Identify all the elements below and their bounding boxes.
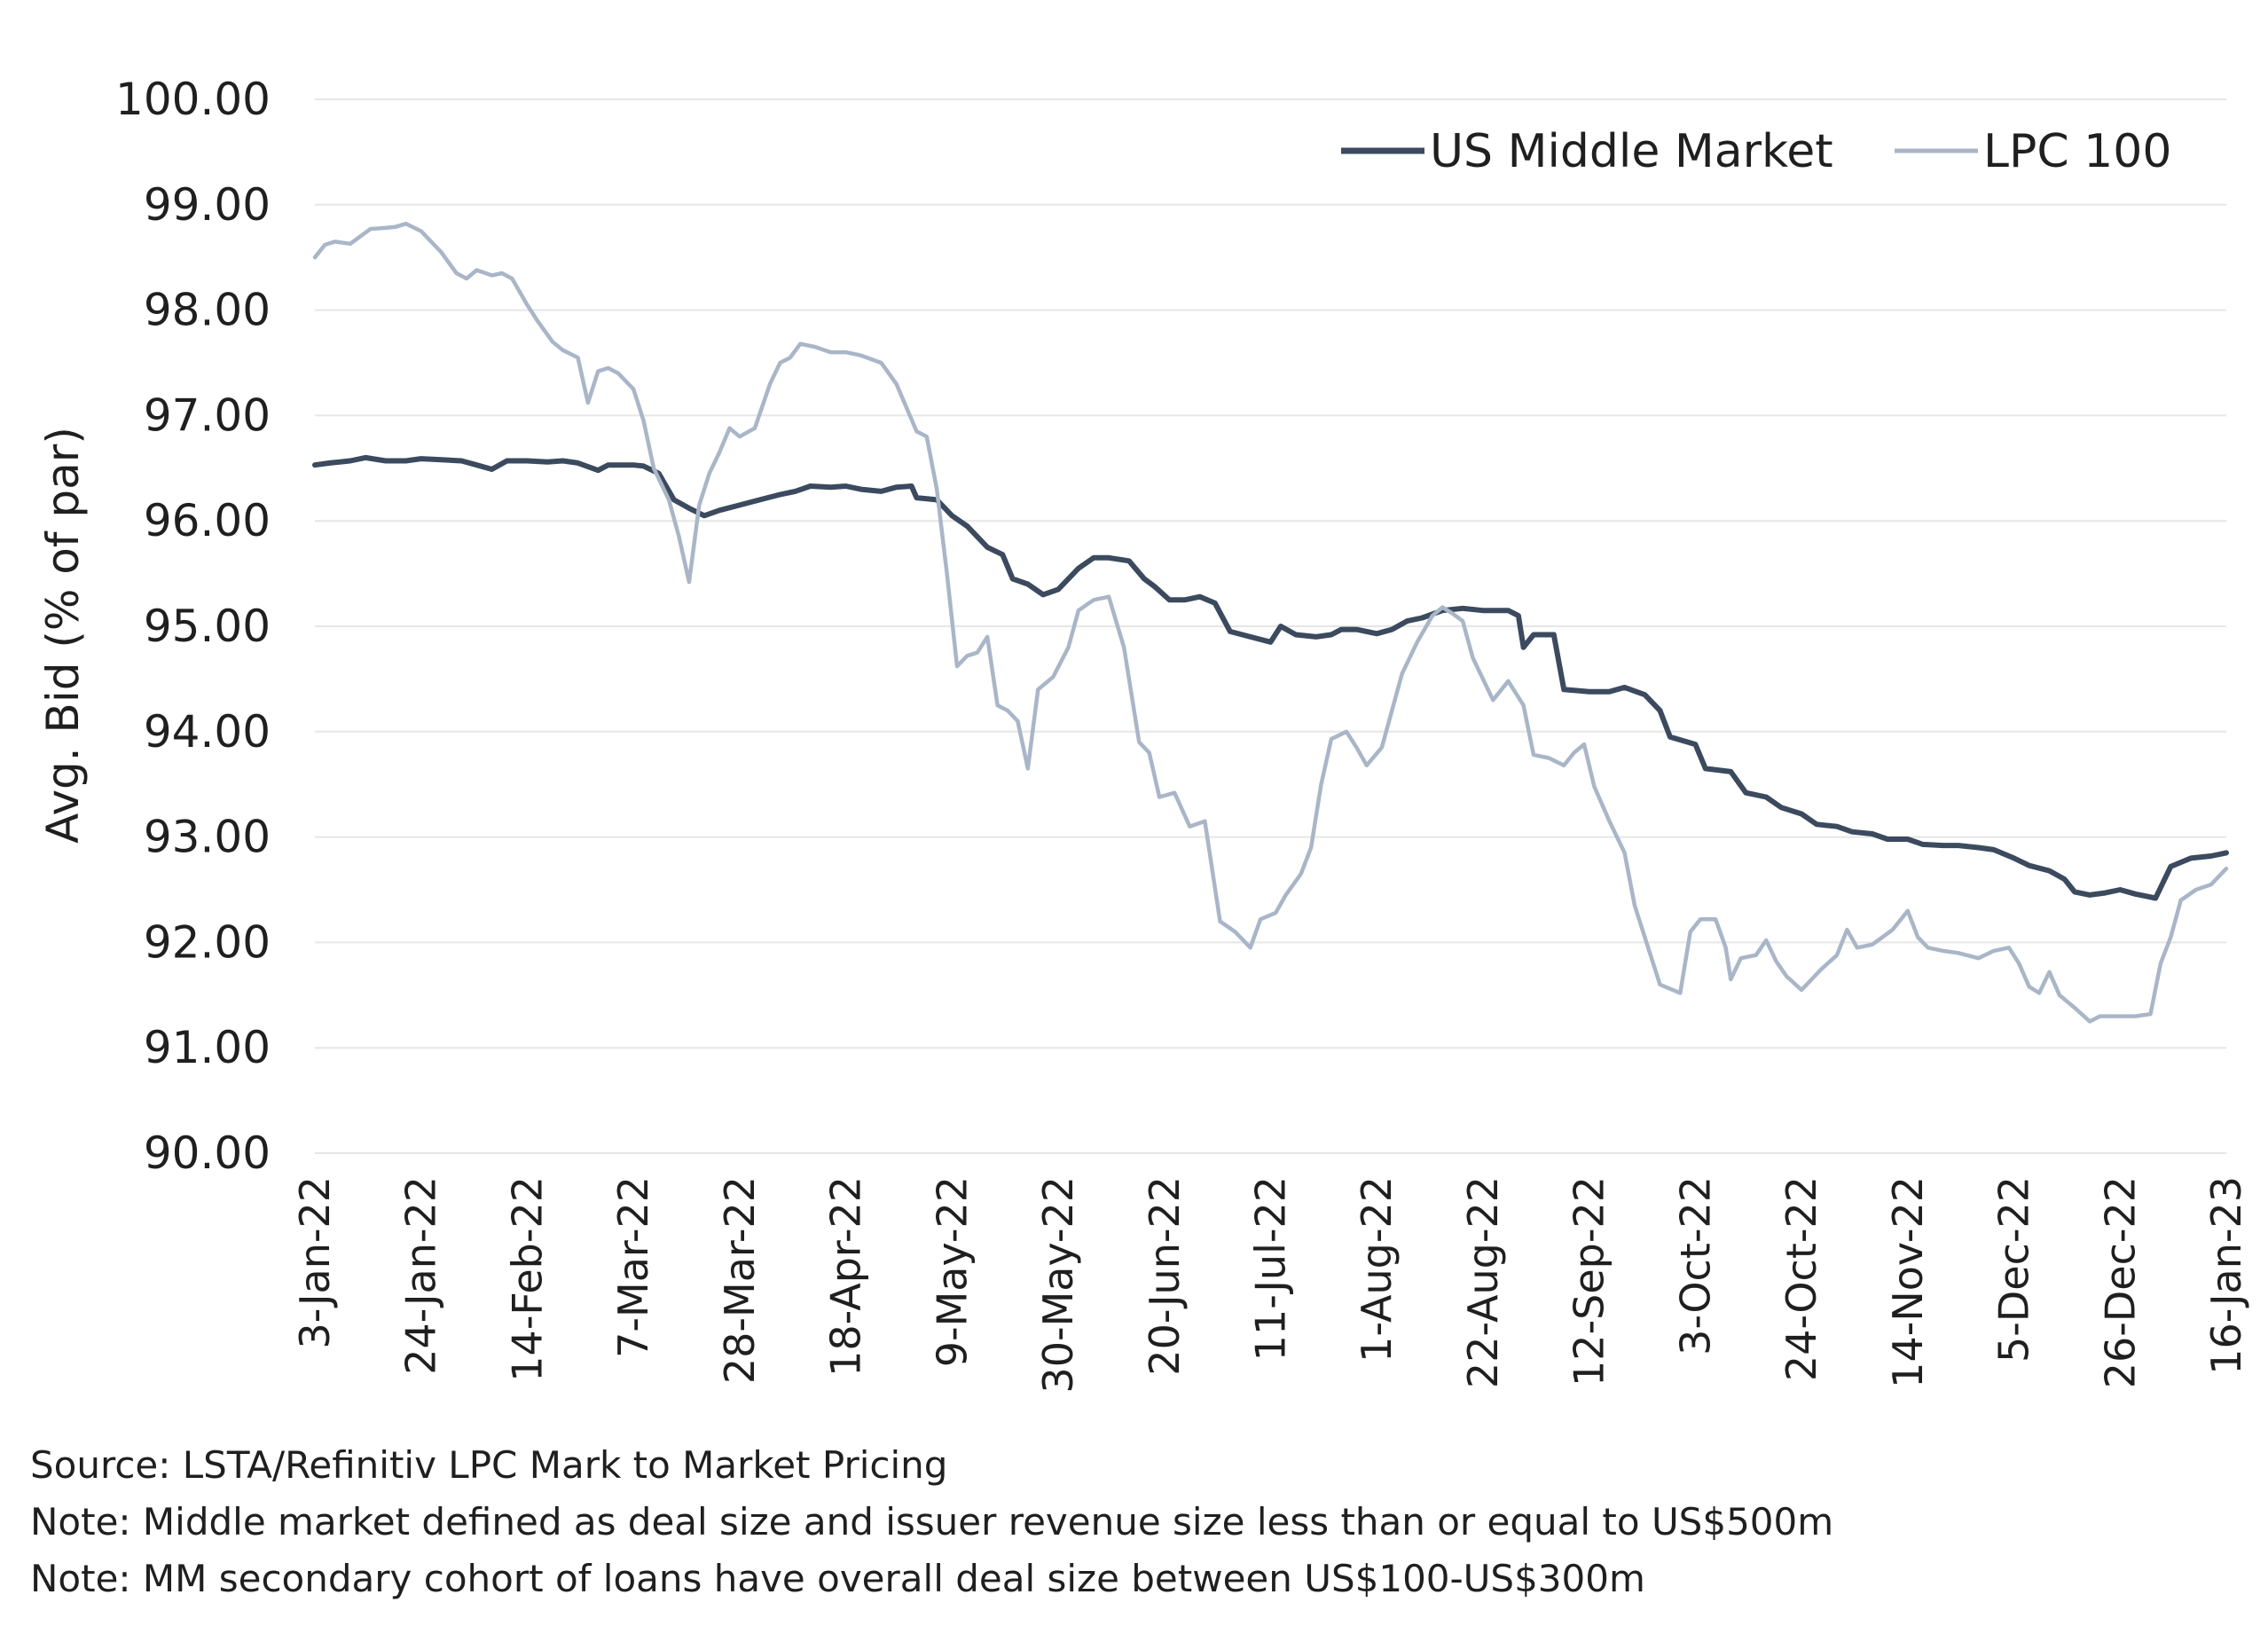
series-lines <box>312 221 2229 1024</box>
source-note: Source: LSTA/Refinitiv LPC Mark to Marke… <box>30 1443 948 1487</box>
definition-note: Note: Middle market defined as deal size… <box>30 1500 1834 1544</box>
series-line-us-middle-market <box>312 454 2229 901</box>
y-tick-label: 100.00 <box>115 74 271 125</box>
x-tick-label: 16-Jan-23 <box>2202 1176 2250 1375</box>
legend-label-us-middle-market: US Middle Market <box>1430 125 1833 178</box>
chart-notes: Source: LSTA/Refinitiv LPC Mark to Marke… <box>30 1437 2230 1607</box>
legend: US Middle Market LPC 100 <box>1341 125 2171 178</box>
y-tick-label: 91.00 <box>144 1022 271 1073</box>
x-tick-label: 18-Apr-22 <box>822 1176 870 1377</box>
y-axis-title: Avg. Bid (% of par) <box>37 427 89 844</box>
x-tick-label: 14-Feb-22 <box>503 1176 551 1382</box>
x-tick-label: 28-Mar-22 <box>716 1176 764 1384</box>
x-tick-label: 5-Dec-22 <box>1990 1176 2038 1363</box>
x-tick-label: 30-May-22 <box>1034 1176 1082 1394</box>
y-axis-tick-labels: 100.00 99.00 98.00 97.00 96.00 95.00 94.00 93.0… <box>115 74 271 1179</box>
y-tick-label: 98.00 <box>144 285 271 336</box>
gridlines <box>315 98 2226 1154</box>
y-tick-label: 90.00 <box>144 1127 271 1179</box>
x-tick-label: 3-Oct-22 <box>1671 1176 1719 1355</box>
x-tick-label: 11-Jul-22 <box>1247 1176 1295 1361</box>
x-tick-label: 14-Nov-22 <box>1884 1176 1932 1388</box>
y-tick-label: 99.00 <box>144 179 271 231</box>
x-tick-label: 24-Oct-22 <box>1778 1176 1825 1381</box>
x-tick-label: 1-Aug-22 <box>1353 1176 1401 1363</box>
y-tick-label: 97.00 <box>144 389 271 441</box>
x-tick-label: 3-Jan-22 <box>291 1176 339 1348</box>
cohort-note: Note: MM secondary cohort of loans have … <box>30 1557 1645 1600</box>
legend-label-lpc-100: LPC 100 <box>1983 125 2171 178</box>
x-tick-label: 7-Mar-22 <box>609 1176 657 1358</box>
y-tick-label: 95.00 <box>144 601 271 652</box>
y-tick-label: 93.00 <box>144 812 271 863</box>
series-line-lpc-100 <box>312 221 2229 1024</box>
y-tick-label: 92.00 <box>144 916 271 968</box>
x-tick-label: 26-Dec-22 <box>2096 1176 2144 1388</box>
x-tick-label: 9-May-22 <box>928 1176 976 1367</box>
y-tick-label: 96.00 <box>144 495 271 546</box>
x-tick-label: 22-Aug-22 <box>1459 1176 1507 1388</box>
x-tick-label: 12-Sep-22 <box>1566 1176 1613 1386</box>
x-tick-label: 20-Jun-22 <box>1141 1176 1189 1376</box>
y-tick-label: 94.00 <box>144 706 271 758</box>
x-axis-tick-labels: 3-Jan-22 24-Jan-22 14-Feb-22 7-Mar-22 28-Mar… <box>291 1176 2250 1394</box>
x-tick-label: 24-Jan-22 <box>397 1176 445 1375</box>
